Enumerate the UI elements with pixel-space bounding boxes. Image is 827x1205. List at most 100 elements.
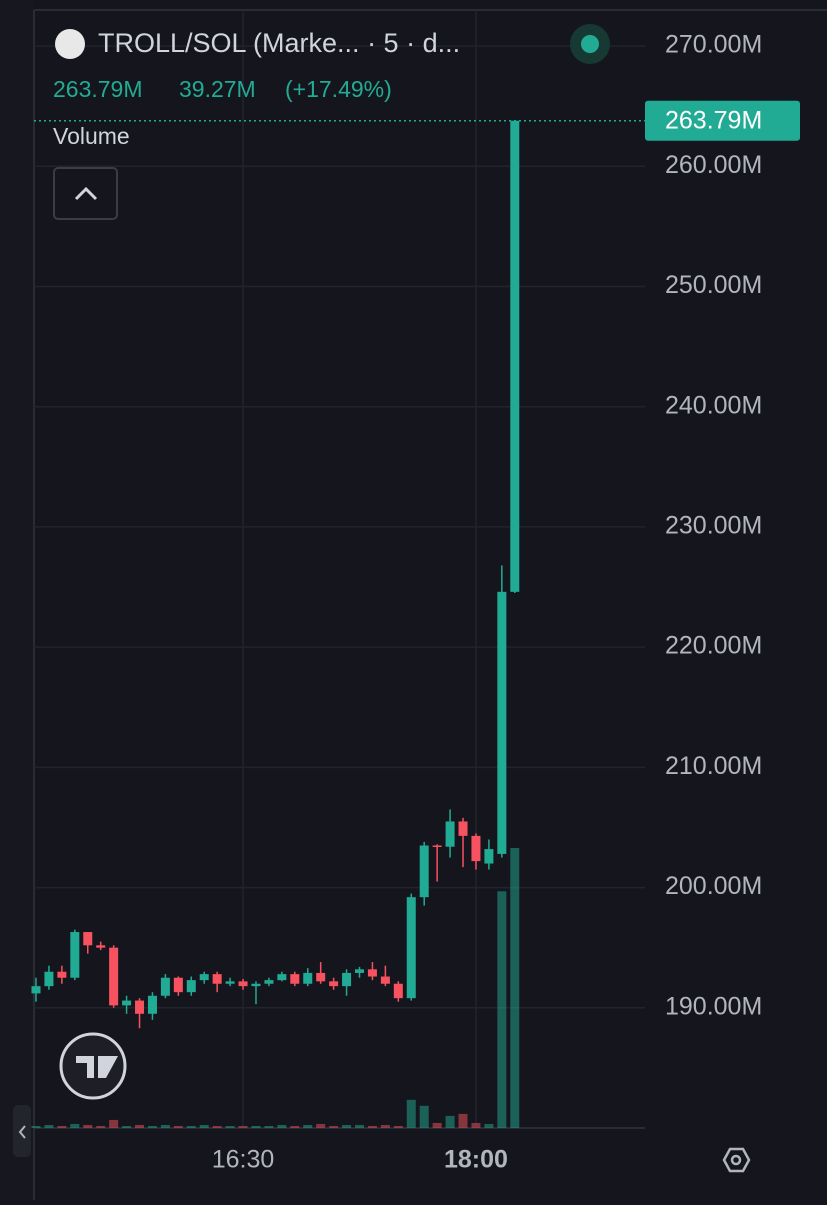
volume-bar xyxy=(355,1124,364,1128)
y-tick-label: 210.00M xyxy=(665,752,762,780)
last-price-box xyxy=(645,100,800,141)
volume-bar xyxy=(70,1123,80,1128)
candle-body xyxy=(316,972,326,982)
volume-bar xyxy=(393,1125,403,1128)
candle-body xyxy=(367,969,377,977)
volume-bar xyxy=(96,1125,106,1128)
volume-bar xyxy=(419,1105,429,1128)
y-tick-label: 230.00M xyxy=(665,512,762,540)
price: 263.79M xyxy=(53,76,143,102)
pane-label: Volume xyxy=(53,123,130,149)
candle-body xyxy=(342,972,352,987)
candle-body xyxy=(510,120,520,592)
candle-body xyxy=(419,845,429,898)
volume-bar xyxy=(147,1125,157,1128)
change-pct: (+17.49%) xyxy=(285,76,392,102)
candle-body xyxy=(57,971,67,978)
volume-bar xyxy=(199,1124,209,1128)
candle-body xyxy=(173,977,183,993)
token-icon xyxy=(55,29,85,59)
candle-body xyxy=(122,1000,132,1006)
volume-bar xyxy=(109,1119,119,1128)
volume-bar xyxy=(57,1125,67,1128)
volume-bar xyxy=(484,1123,494,1128)
volume-bar xyxy=(458,1113,468,1128)
change: 39.27M xyxy=(179,76,256,102)
candle-body xyxy=(70,932,80,978)
collapse-icon xyxy=(74,186,98,201)
last-price-label: 263.79M xyxy=(665,106,762,134)
volume-bar xyxy=(264,1125,274,1128)
candle-body xyxy=(160,977,170,996)
volume-bar xyxy=(160,1124,170,1128)
candle-body xyxy=(497,591,507,854)
y-tick-label: 260.00M xyxy=(665,151,762,179)
y-tick-label: 240.00M xyxy=(665,391,762,419)
candle-body xyxy=(44,971,54,987)
candle-body xyxy=(277,974,287,981)
candle-body xyxy=(393,983,403,999)
candle-body xyxy=(432,845,442,847)
candle-body xyxy=(329,981,339,987)
candle-body xyxy=(96,945,106,948)
side-toggle-icon xyxy=(18,1125,26,1139)
volume-bar xyxy=(44,1124,54,1128)
candle-body xyxy=(135,1000,145,1014)
volume-bar xyxy=(316,1123,326,1128)
collapse-button[interactable] xyxy=(53,167,118,220)
volume-bar xyxy=(135,1124,145,1128)
volume-bar xyxy=(83,1124,93,1128)
volume-bar xyxy=(342,1124,352,1128)
candle-body xyxy=(238,981,248,987)
candle-body xyxy=(251,983,261,987)
status-dot xyxy=(581,35,599,53)
y-tick-label: 190.00M xyxy=(665,992,762,1020)
candle-body xyxy=(83,932,93,946)
y-tick-label: 200.00M xyxy=(665,872,762,900)
volume-bar xyxy=(212,1125,222,1128)
plot xyxy=(31,10,645,1128)
x-tick-label: 18:00 xyxy=(444,1146,508,1174)
candle-body xyxy=(380,976,390,984)
y-tick-label: 250.00M xyxy=(665,271,762,299)
volume-bar xyxy=(238,1125,248,1128)
settings-button[interactable] xyxy=(722,1147,751,1173)
y-tick-label: 270.00M xyxy=(665,31,762,59)
candle-body xyxy=(109,947,119,1006)
candle-body xyxy=(484,849,494,864)
volume-bar xyxy=(432,1122,442,1128)
volume-bar xyxy=(380,1124,390,1128)
candle-body xyxy=(212,974,222,984)
candle-body xyxy=(225,981,235,984)
logo-mark xyxy=(76,1056,118,1078)
candle-body xyxy=(264,980,274,984)
candle-body xyxy=(471,835,481,862)
volume-bar xyxy=(510,848,520,1128)
candle-body xyxy=(303,972,313,984)
volume-bar xyxy=(367,1125,377,1128)
volume-bar xyxy=(122,1125,132,1128)
volume-bar xyxy=(186,1125,196,1128)
volume-bar xyxy=(290,1125,300,1128)
symbol: TROLL/SOL (Marke... · 5 · d... xyxy=(98,28,460,58)
candle-body xyxy=(199,974,209,981)
settings-icon xyxy=(730,1154,742,1166)
candle-body xyxy=(186,980,196,993)
volume-bar xyxy=(497,891,507,1128)
volume-bar xyxy=(329,1125,339,1128)
volume-bar xyxy=(406,1099,416,1128)
volume-bar xyxy=(225,1125,235,1128)
volume-bar xyxy=(277,1124,287,1128)
candle-body xyxy=(290,974,300,984)
candle-body xyxy=(406,897,416,999)
volume-bar xyxy=(303,1124,313,1128)
candle-body xyxy=(458,821,468,836)
left-toolbar xyxy=(0,0,34,1200)
volume-bar xyxy=(31,1125,41,1128)
candle-body xyxy=(355,969,364,973)
volume-bar xyxy=(173,1125,183,1128)
y-tick-label: 220.00M xyxy=(665,632,762,660)
volume-bar xyxy=(445,1115,455,1128)
volume-bar xyxy=(471,1122,481,1128)
